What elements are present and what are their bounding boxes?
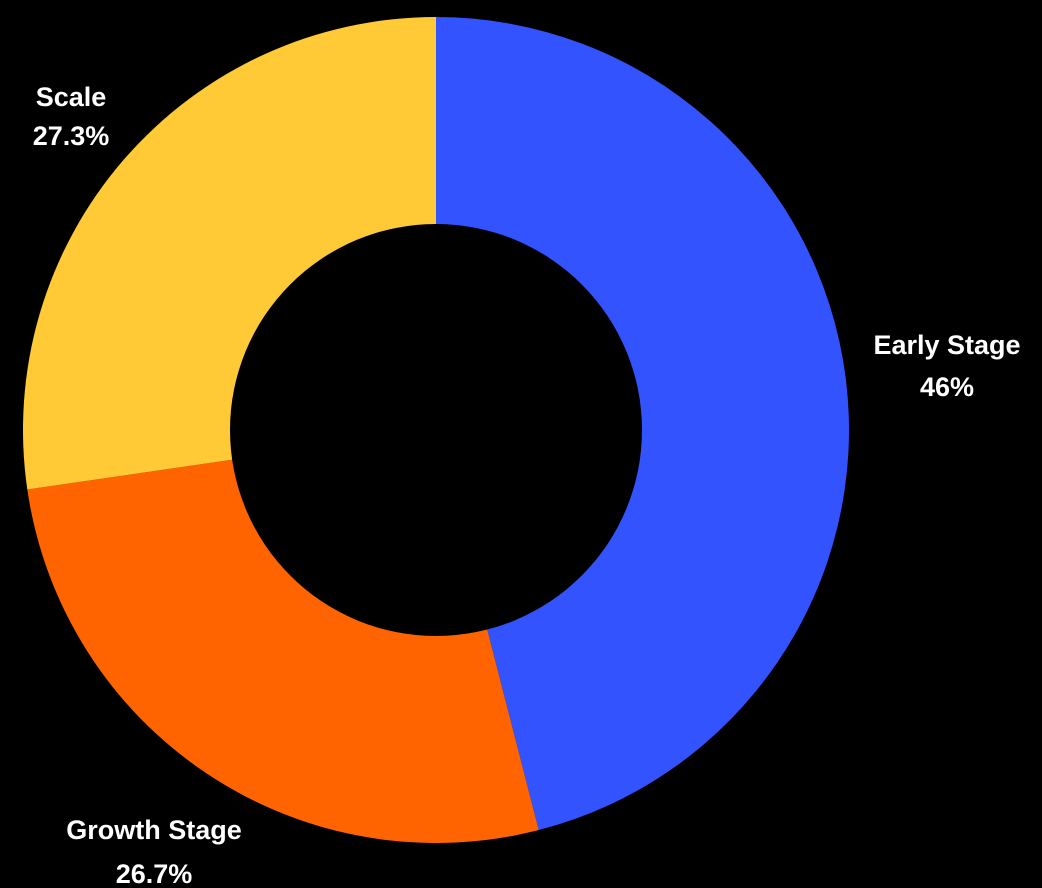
labels-layer: Early Stage 46% Growth Stage 26.7% Scale… xyxy=(33,82,1021,888)
slice-value-growth-stage: 26.7% xyxy=(116,859,193,888)
slice-label-growth-stage: Growth Stage xyxy=(66,815,242,845)
slice-value-early-stage: 46% xyxy=(920,372,974,402)
slice-label-early-stage: Early Stage xyxy=(873,330,1020,360)
slice-value-scale: 27.3% xyxy=(33,121,110,151)
donut-hole xyxy=(230,224,642,636)
slice-early-stage xyxy=(436,17,849,831)
slice-label-scale: Scale xyxy=(36,82,107,112)
